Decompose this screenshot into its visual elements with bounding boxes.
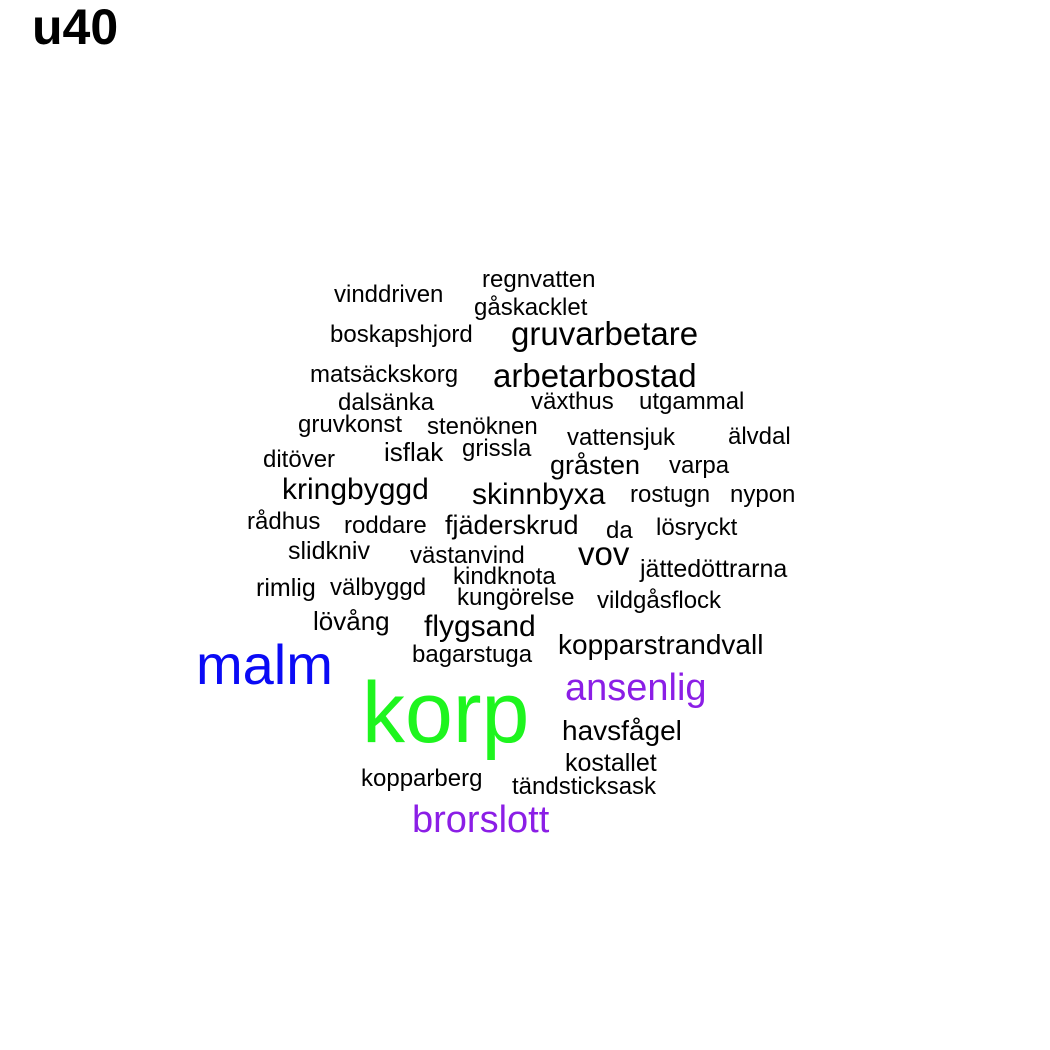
word-34: varpa xyxy=(669,452,730,479)
word-19: jättedöttrarna xyxy=(639,555,787,583)
word-11: havsfågel xyxy=(562,715,682,746)
word-41: västanvind xyxy=(410,542,525,569)
word-37: rådhus xyxy=(247,508,320,535)
word-46: bagarstuga xyxy=(412,641,533,668)
word-47: kopparberg xyxy=(361,765,482,792)
word-39: da xyxy=(606,517,633,544)
word-12: gråsten xyxy=(550,450,640,480)
word-18: kostallet xyxy=(565,749,657,777)
word-24: matsäckskorg xyxy=(310,361,458,388)
word-40: lösryckt xyxy=(656,514,738,541)
word-48: tändsticksask xyxy=(512,773,657,800)
word-35: rostugn xyxy=(630,481,710,508)
word-21: vinddriven xyxy=(334,281,443,308)
word-5: gruvarbetare xyxy=(511,315,698,352)
word-20: regnvatten xyxy=(482,266,595,293)
word-4: arbetarbostad xyxy=(493,357,697,394)
word-38: roddare xyxy=(344,512,427,539)
word-17: rimlig xyxy=(256,574,316,602)
word-29: stenöknen xyxy=(427,413,538,440)
word-44: kungörelse xyxy=(457,584,574,611)
word-14: isflak xyxy=(384,437,444,467)
word-2: ansenlig xyxy=(565,667,707,709)
word-9: flygsand xyxy=(424,610,536,643)
word-15: lövång xyxy=(313,606,390,636)
word-0: korp xyxy=(362,665,529,761)
word-23: boskapshjord xyxy=(330,321,473,348)
word-3: brorslott xyxy=(412,799,550,841)
word-13: fjäderskrud xyxy=(445,510,579,540)
word-33: grissla xyxy=(462,435,532,462)
chart-title: u40 xyxy=(32,0,119,55)
word-31: älvdal xyxy=(728,423,791,450)
word-28: gruvkonst xyxy=(298,411,402,438)
word-36: nypon xyxy=(730,481,795,508)
word-42: välbyggd xyxy=(330,574,426,601)
word-27: utgammal xyxy=(639,388,744,415)
word-6: kringbyggd xyxy=(282,473,429,506)
word-10: kopparstrandvall xyxy=(558,629,763,660)
word-1: malm xyxy=(196,633,333,696)
word-22: gåskacklet xyxy=(474,294,588,321)
word-32: ditöver xyxy=(263,446,335,473)
word-26: växthus xyxy=(531,388,614,415)
word-43: kindknota xyxy=(453,563,556,590)
word-45: vildgåsflock xyxy=(597,587,722,614)
word-8: vov xyxy=(578,535,630,572)
word-30: vattensjuk xyxy=(567,424,676,451)
word-25: dalsänka xyxy=(338,389,435,416)
word-16: slidkniv xyxy=(288,537,370,565)
word-7: skinnbyxa xyxy=(472,478,606,511)
